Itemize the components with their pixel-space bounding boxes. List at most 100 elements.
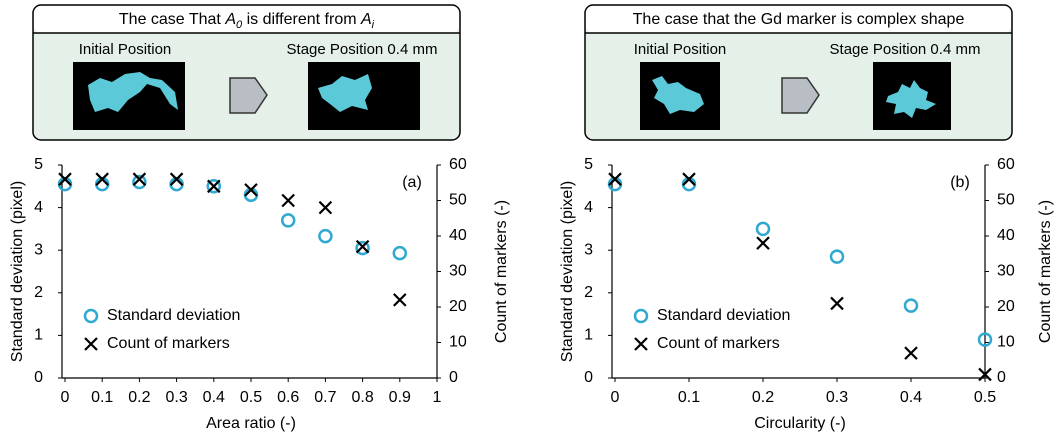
panel-title-part: The case That — [119, 11, 225, 28]
data-point — [318, 228, 333, 244]
data-point — [83, 308, 99, 324]
data-point — [207, 179, 221, 194]
image-caption: Stage Position 0.4 mm — [830, 41, 981, 58]
y-tick-label: 0 — [34, 369, 43, 386]
panel-title-part: The case that the Gd marker is complex s… — [633, 11, 965, 28]
data-point — [829, 249, 845, 264]
data-point — [977, 332, 993, 347]
x-tick-label: 0 — [61, 389, 70, 406]
image-caption: Initial Position — [79, 41, 172, 58]
x-tick-label: 0.5 — [240, 389, 262, 406]
panel-title-part: 0 — [236, 19, 243, 31]
x-tick-label: 0.1 — [678, 389, 700, 406]
data-point — [903, 298, 919, 313]
x-tick-label: 0.3 — [826, 389, 848, 406]
y2-tick-label: 40 — [997, 227, 1015, 244]
data-point — [84, 337, 98, 351]
y2-axis-label: Count of markers (-) — [493, 200, 510, 343]
data-point — [682, 172, 696, 186]
y2-tick-label: 0 — [449, 369, 458, 386]
data-point — [608, 172, 622, 186]
y2-tick-label: 60 — [449, 156, 467, 173]
marker-blob — [318, 74, 372, 112]
data-point — [633, 308, 649, 324]
data-point — [830, 296, 844, 311]
data-point — [392, 245, 408, 261]
annotation: (a) — [402, 174, 422, 191]
legend-label: Standard deviation — [107, 307, 240, 324]
marker-blob — [88, 72, 178, 112]
y2-tick-label: 10 — [449, 334, 467, 351]
x-tick-label: 0.1 — [91, 389, 113, 406]
legend-label: Count of markers — [107, 335, 230, 352]
data-point — [169, 172, 184, 186]
marker-blob — [886, 80, 936, 118]
y2-tick-label: 60 — [997, 156, 1015, 173]
x-tick-label: 0.4 — [900, 389, 922, 406]
panel-title: The case that the Gd marker is complex s… — [633, 11, 965, 28]
y-tick-label: 2 — [34, 284, 43, 301]
panel-b-art — [584, 4, 1013, 141]
y-tick-label: 1 — [34, 327, 43, 344]
panel-title: The case That A0 is different from Ai — [119, 11, 375, 31]
legend-label: Count of markers — [657, 335, 780, 352]
x-tick-label: 0.2 — [752, 389, 774, 406]
data-point — [132, 172, 147, 186]
panel-title-bg — [586, 6, 1011, 33]
y2-tick-label: 50 — [997, 192, 1015, 209]
y-tick-label: 4 — [34, 199, 43, 216]
y2-tick-label: 10 — [997, 334, 1015, 351]
arrow — [229, 77, 268, 114]
data-point — [393, 293, 407, 307]
x-tick-label: 0.2 — [128, 389, 150, 406]
data-point — [280, 213, 296, 228]
data-point — [95, 172, 109, 186]
panel-title-part: i — [372, 19, 375, 31]
data-point — [58, 172, 72, 186]
x-tick-label: 0.6 — [277, 389, 299, 406]
data-point — [355, 239, 370, 254]
x-tick-label: 0.5 — [974, 389, 996, 406]
data-point — [755, 221, 771, 237]
panel-title-part: A — [224, 11, 236, 28]
y2-tick-label: 20 — [997, 298, 1015, 315]
legend-label: Standard deviation — [657, 307, 790, 324]
panel-title-bg — [34, 6, 459, 33]
data-point — [978, 367, 992, 382]
y2-tick-label: 30 — [449, 263, 467, 280]
annotation: (b) — [950, 174, 970, 191]
data-point — [244, 183, 258, 197]
data-point — [281, 193, 295, 208]
y-tick-label: 3 — [34, 241, 43, 258]
data-point — [904, 346, 918, 360]
y2-tick-label: 30 — [997, 263, 1015, 280]
data-point — [355, 240, 370, 256]
panel-a-art — [32, 4, 461, 141]
panel-title-part: is different from — [242, 11, 361, 28]
data-point — [132, 174, 147, 190]
data-point — [756, 236, 770, 250]
panel-title-part: A — [360, 11, 372, 28]
y-tick-label: 1 — [584, 327, 593, 344]
y-axis-label: Standard deviation (pixel) — [9, 181, 26, 362]
y2-tick-label: 0 — [997, 369, 1006, 386]
x-tick-label: 0.9 — [389, 389, 411, 406]
data-point — [318, 200, 333, 215]
x-axis-label: Circularity (-) — [754, 415, 846, 432]
data-point — [634, 337, 648, 351]
marker-blob — [652, 76, 704, 114]
data-point — [206, 179, 222, 194]
x-tick-label: 0 — [611, 389, 620, 406]
image-caption: Stage Position 0.4 mm — [287, 41, 438, 58]
y-tick-label: 0 — [584, 369, 593, 386]
y-tick-label: 4 — [584, 199, 593, 216]
x-tick-label: 0.3 — [165, 389, 187, 406]
y2-tick-label: 40 — [449, 227, 467, 244]
y-tick-label: 3 — [584, 241, 593, 258]
y-axis-label: Standard deviation (pixel) — [559, 181, 576, 362]
y2-tick-label: 20 — [449, 298, 467, 315]
x-tick-label: 1 — [433, 389, 442, 406]
image-caption: Initial Position — [634, 41, 727, 58]
x-tick-label: 0.4 — [203, 389, 225, 406]
